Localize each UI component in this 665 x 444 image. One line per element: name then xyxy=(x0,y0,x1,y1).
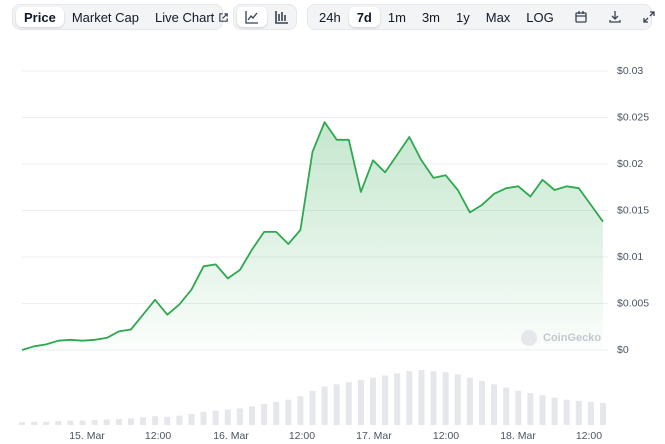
volume-bar xyxy=(406,371,413,425)
volume-bar xyxy=(236,408,243,425)
volume-bar xyxy=(442,372,449,425)
chart-type-tabs xyxy=(233,4,297,30)
volume-bar xyxy=(370,377,377,425)
candle-icon xyxy=(275,11,288,24)
price-tab[interactable]: Price xyxy=(16,7,64,27)
y-tick-label: $0.01 xyxy=(617,251,643,263)
volume-bar xyxy=(152,416,159,425)
volume-bar xyxy=(285,399,292,425)
volume-bar xyxy=(478,381,485,425)
range-button[interactable]: 1y xyxy=(456,9,470,25)
volume-bar xyxy=(248,406,255,425)
volume-bar xyxy=(261,404,268,425)
volume-bar xyxy=(43,421,50,425)
range-button[interactable]: Max xyxy=(485,9,511,25)
volume-bar xyxy=(55,421,62,425)
volume-bar xyxy=(345,382,352,425)
volume-bar xyxy=(587,401,594,425)
volume-bar xyxy=(575,400,582,425)
y-tick-label: $0.03 xyxy=(617,65,643,77)
y-tick-label: $0.02 xyxy=(617,158,643,170)
line-icon xyxy=(245,11,258,24)
volume-bar xyxy=(176,415,183,425)
volume-bar xyxy=(539,395,546,425)
fullscreen-button[interactable] xyxy=(634,7,664,27)
volume-bar xyxy=(600,403,606,425)
download-button[interactable] xyxy=(600,7,630,27)
icon xyxy=(609,11,621,23)
range-button[interactable]: LOG xyxy=(526,9,554,25)
volume-bar xyxy=(418,370,425,425)
x-tick-label: 12:00 xyxy=(576,430,602,442)
x-tick-label: 18. Mar xyxy=(500,430,536,442)
line-chart-button[interactable] xyxy=(237,7,267,27)
volume-bar xyxy=(224,409,231,425)
volume-bar xyxy=(430,371,437,425)
volume-bar xyxy=(503,387,510,425)
range-button[interactable]: 1m xyxy=(387,9,406,25)
live-chart-tab[interactable]: Live Chart xyxy=(147,7,237,27)
watermark: CoinGecko xyxy=(521,330,601,346)
volume-bar xyxy=(563,399,570,425)
volume-bar xyxy=(491,384,498,425)
y-tick-label: $0.005 xyxy=(617,297,649,309)
volume-bar xyxy=(212,410,219,425)
volume-bar xyxy=(127,418,134,425)
volume-bar xyxy=(394,373,401,425)
calendar-button[interactable] xyxy=(566,7,596,27)
volume-bar xyxy=(67,420,74,425)
volume-bar xyxy=(321,386,328,425)
volume-bar xyxy=(164,416,171,425)
x-tick-label: 17. Mar xyxy=(356,430,392,442)
volume-bar xyxy=(466,377,473,425)
price-area xyxy=(22,122,603,350)
volume-bar xyxy=(140,417,147,425)
live-chart-label: Live Chart xyxy=(155,9,215,25)
volume-bar xyxy=(91,420,98,425)
volume-bar xyxy=(515,390,522,425)
volume-bar xyxy=(188,414,195,425)
market-cap-tab[interactable]: Market Cap xyxy=(71,9,140,25)
volume-bar xyxy=(454,374,461,425)
x-tick-label: 16. Mar xyxy=(213,430,249,442)
icon xyxy=(643,11,655,23)
volume-bar xyxy=(79,420,86,425)
volume-bar xyxy=(19,422,25,425)
volume-bar xyxy=(551,397,558,425)
x-tick-label: 12:00 xyxy=(289,430,315,442)
y-tick-label: $0 xyxy=(617,344,629,356)
range-button[interactable]: 7d xyxy=(348,7,380,27)
volume-bar xyxy=(115,418,122,425)
price-line xyxy=(21,121,604,351)
volume-bar xyxy=(31,421,38,425)
range-tabs: 24h 7d 1m 3m 1y Max LOG xyxy=(307,4,655,30)
volume-bar xyxy=(357,379,364,425)
y-tick-label: $0.015 xyxy=(617,204,649,216)
external-icon xyxy=(219,12,229,22)
volume-bar xyxy=(297,396,304,425)
range-button[interactable]: 24h xyxy=(319,9,341,25)
volume-bar xyxy=(527,393,534,425)
volume-bar xyxy=(200,411,207,425)
x-tick-label: 15. Mar xyxy=(69,430,105,442)
watermark-text: CoinGecko xyxy=(543,332,601,344)
volume-bar xyxy=(382,375,389,425)
volume-bar xyxy=(309,390,316,425)
volume-bar xyxy=(273,401,280,425)
range-button[interactable]: 3m xyxy=(421,9,440,25)
x-tick-label: 12:00 xyxy=(145,430,171,442)
y-tick-label: $0.025 xyxy=(617,111,649,123)
x-tick-label: 12:00 xyxy=(433,430,459,442)
icon xyxy=(575,11,587,23)
volume-bar xyxy=(103,419,110,425)
view-tabs: Price Market Cap Live Chart xyxy=(12,4,229,30)
volume-bar xyxy=(333,384,340,425)
candle-chart-button[interactable] xyxy=(267,7,297,27)
